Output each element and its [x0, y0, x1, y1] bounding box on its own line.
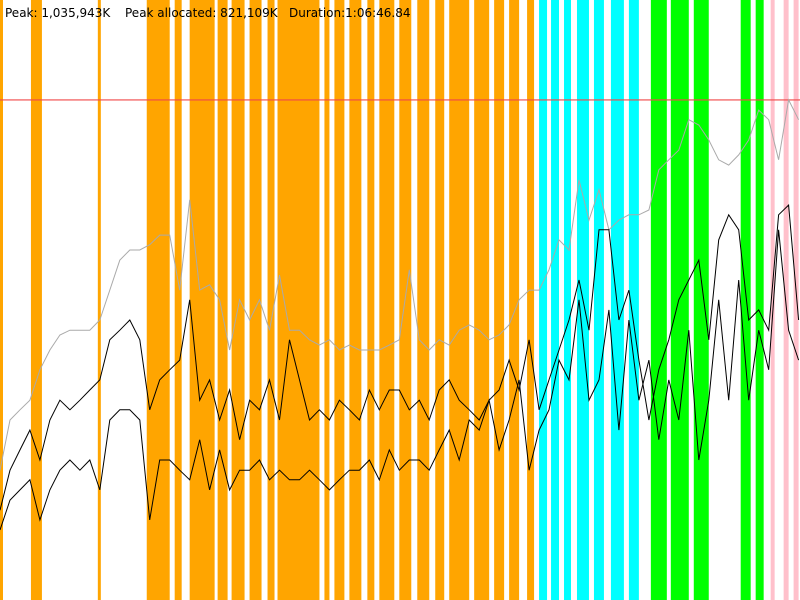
event-band [334, 0, 345, 600]
event-band [670, 0, 689, 600]
header: Peak: 1,035,943K Peak allocated: 821,109… [5, 6, 411, 20]
event-band [189, 0, 215, 600]
duration-label: Duration:1:06:46.84 [289, 6, 411, 20]
event-band [494, 0, 505, 600]
memory-line [0, 229, 800, 531]
peak-allocated-label: Peak allocated: 821,109K [125, 6, 279, 20]
event-band [564, 0, 572, 600]
event-band [693, 0, 709, 600]
event-band [783, 0, 789, 600]
peak-label: Peak: 1,035,943K [5, 6, 111, 20]
event-band [474, 0, 490, 600]
event-band [324, 0, 330, 600]
event-band [509, 0, 520, 600]
event-band [527, 0, 535, 600]
event-band [367, 0, 375, 600]
event-band [650, 0, 667, 600]
event-band [593, 0, 604, 600]
event-band [449, 0, 470, 600]
lines [0, 98, 800, 531]
event-band [770, 0, 775, 600]
event-band [628, 0, 639, 600]
event-band [551, 0, 560, 600]
memory-line [0, 98, 800, 471]
event-band [740, 0, 751, 600]
event-band [267, 0, 275, 600]
event-band [610, 0, 624, 600]
event-band [755, 0, 764, 600]
event-band [379, 0, 395, 600]
event-band [249, 0, 262, 600]
event-band [0, 0, 3, 600]
event-band [217, 0, 228, 600]
event-band [30, 0, 42, 600]
event-band [231, 0, 245, 600]
event-band [97, 0, 101, 600]
event-band [349, 0, 362, 600]
event-band [146, 0, 170, 600]
memory-line [0, 204, 800, 511]
event-band [793, 0, 799, 600]
event-band [539, 0, 548, 600]
event-band [417, 0, 430, 600]
event-band [435, 0, 445, 600]
event-band [174, 0, 182, 600]
